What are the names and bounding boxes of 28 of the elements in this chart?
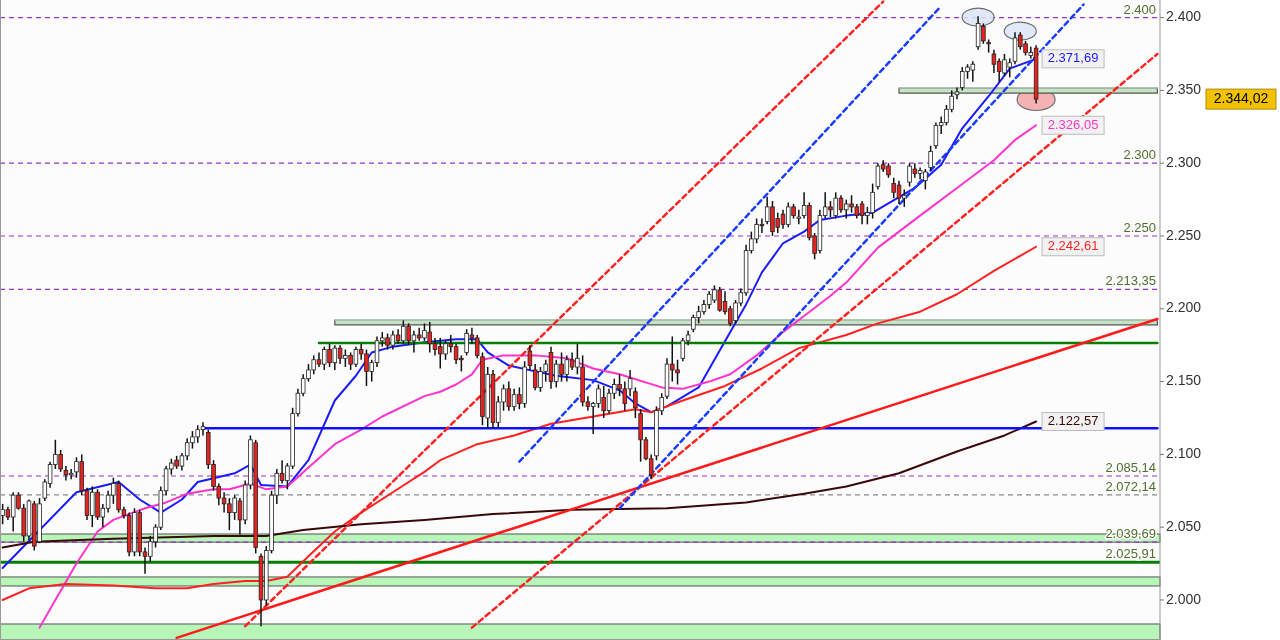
y-tick-label: 2.350 xyxy=(1166,81,1202,98)
y-tick-label: 2.150 xyxy=(1166,372,1202,389)
ref-line-label: 2.025,91 xyxy=(1105,546,1156,562)
candlestick xyxy=(954,86,960,100)
line-series xyxy=(1,420,1038,549)
ref-line-label: 2.213,35 xyxy=(1105,273,1156,289)
y-tick-label: 2.100 xyxy=(1166,445,1202,462)
ref-line-label: 2.300 xyxy=(1123,147,1156,163)
ref-line-label: 2.072,14 xyxy=(1105,478,1156,494)
line-series xyxy=(38,124,1038,629)
ref-line-label: 2.250 xyxy=(1123,220,1156,235)
ref-line-label: 2.400 xyxy=(1123,1,1156,17)
y-tick-label: 2.400 xyxy=(1166,8,1202,25)
y-tick-label: 2.000 xyxy=(1166,590,1202,607)
y-tick-label: 2.200 xyxy=(1166,299,1202,316)
y-tick-label: 2.300 xyxy=(1166,153,1202,170)
candlestick xyxy=(928,144,933,172)
candlestick xyxy=(633,386,638,419)
y-tick-label: 2.050 xyxy=(1166,517,1202,534)
candlestick xyxy=(796,209,802,226)
data-label: 2.326,05 xyxy=(1047,116,1099,132)
data-label: 2.371,69 xyxy=(1047,50,1099,66)
ref-line-label: 2.085,14 xyxy=(1105,460,1156,476)
data-label: 2.122,57 xyxy=(1047,412,1099,428)
data-label: 2.242,61 xyxy=(1047,238,1099,254)
candlestick xyxy=(527,344,533,371)
text: 2.344,02 xyxy=(1213,89,1269,106)
y-tick-label: 2.250 xyxy=(1166,226,1202,243)
